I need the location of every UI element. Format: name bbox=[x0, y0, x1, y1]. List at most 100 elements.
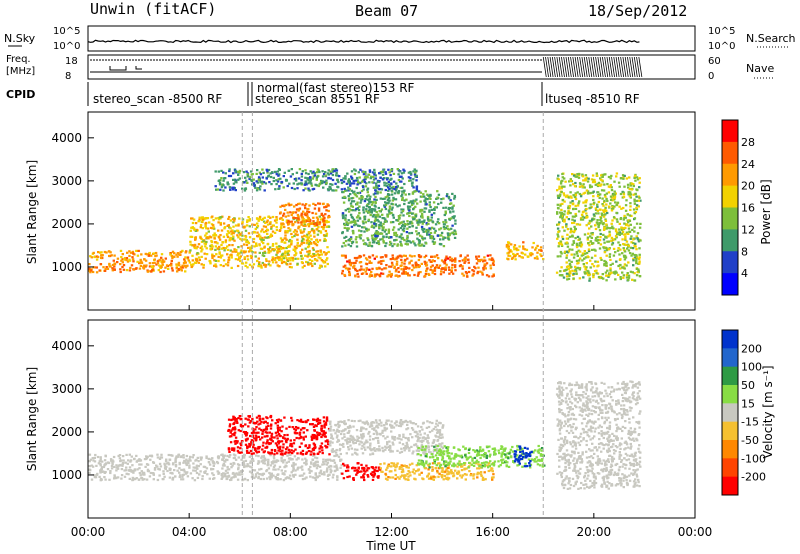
range-gate-cell bbox=[320, 427, 323, 430]
range-gate-cell bbox=[377, 206, 380, 210]
range-gate-cell bbox=[558, 187, 561, 190]
range-gate-cell bbox=[265, 177, 268, 180]
range-gate-cell bbox=[633, 230, 636, 233]
range-gate-cell bbox=[448, 206, 451, 210]
range-gate-cell bbox=[293, 427, 296, 431]
range-gate-cell bbox=[237, 466, 240, 469]
range-gate-cell bbox=[292, 467, 295, 470]
range-gate-cell bbox=[589, 259, 592, 262]
range-gate-cell bbox=[131, 477, 135, 480]
freq-tick-bottom: 8 bbox=[65, 71, 71, 82]
beam-title: Beam 07 bbox=[355, 2, 418, 20]
range-gate-cell bbox=[311, 247, 315, 250]
range-gate-cell bbox=[597, 241, 600, 245]
range-gate-cell bbox=[281, 472, 284, 475]
range-gate-cell bbox=[300, 175, 304, 178]
nave-hatch-line bbox=[624, 56, 629, 78]
range-gate-cell bbox=[276, 478, 280, 481]
range-gate-cell bbox=[386, 177, 390, 180]
range-gate-cell bbox=[415, 186, 418, 189]
range-gate-cell bbox=[322, 416, 326, 419]
range-gate-cell bbox=[605, 203, 608, 206]
range-gate-cell bbox=[467, 258, 470, 261]
range-gate-cell bbox=[577, 210, 581, 213]
range-gate-cell bbox=[406, 227, 409, 230]
range-gate-cell bbox=[323, 181, 326, 184]
range-gate-cell bbox=[338, 449, 341, 452]
range-gate-cell bbox=[284, 178, 288, 181]
range-gate-cell bbox=[603, 183, 606, 186]
range-gate-cell bbox=[379, 191, 382, 194]
range-gate-cell bbox=[513, 248, 516, 251]
range-gate-cell bbox=[233, 250, 237, 253]
range-gate-cell bbox=[288, 451, 292, 454]
range-gate-cell bbox=[171, 454, 174, 457]
range-gate-cell bbox=[403, 169, 406, 172]
range-gate-cell bbox=[323, 463, 326, 466]
range-gate-cell bbox=[122, 264, 126, 267]
range-gate-cell bbox=[627, 224, 630, 227]
range-gate-cell bbox=[233, 434, 236, 437]
range-gate-cell bbox=[198, 258, 201, 261]
range-gate-cell bbox=[228, 226, 231, 229]
range-gate-cell bbox=[393, 258, 397, 261]
range-gate-cell bbox=[442, 223, 446, 226]
range-gate-cell bbox=[599, 232, 602, 236]
range-gate-cell bbox=[326, 461, 330, 464]
range-gate-cell bbox=[167, 463, 171, 466]
range-gate-cell bbox=[262, 171, 265, 174]
range-gate-cell bbox=[578, 257, 582, 260]
range-gate-cell bbox=[416, 237, 419, 240]
power-scatter bbox=[88, 168, 642, 282]
range-gate-cell bbox=[181, 264, 184, 267]
range-gate-cell bbox=[419, 256, 422, 259]
range-gate-cell bbox=[387, 180, 390, 183]
range-gate-cell bbox=[256, 222, 259, 225]
range-gate-cell bbox=[103, 464, 106, 467]
range-gate-cell bbox=[447, 237, 450, 240]
range-gate-cell bbox=[317, 419, 320, 422]
range-gate-cell bbox=[271, 171, 274, 174]
range-gate-cell bbox=[257, 178, 260, 181]
range-gate-cell bbox=[624, 256, 628, 259]
range-gate-cell bbox=[604, 209, 607, 212]
range-gate-cell bbox=[177, 261, 181, 264]
range-gate-cell bbox=[191, 217, 194, 220]
range-gate-cell bbox=[311, 476, 315, 479]
range-gate-cell bbox=[630, 182, 633, 185]
range-gate-cell bbox=[183, 264, 187, 267]
range-gate-cell bbox=[594, 249, 597, 252]
range-gate-cell bbox=[409, 176, 412, 180]
range-gate-cell bbox=[280, 258, 283, 261]
range-gate-cell bbox=[356, 219, 360, 222]
range-gate-cell bbox=[100, 254, 103, 257]
range-gate-cell bbox=[428, 203, 431, 207]
range-gate-cell bbox=[221, 467, 224, 470]
range-gate-cell bbox=[300, 172, 303, 175]
range-gate-cell bbox=[359, 201, 362, 204]
range-gate-cell bbox=[629, 184, 632, 187]
range-gate-cell bbox=[383, 197, 386, 200]
range-gate-cell bbox=[287, 451, 290, 454]
range-gate-cell bbox=[403, 199, 406, 202]
range-gate-cell bbox=[605, 264, 608, 267]
range-gate-cell bbox=[434, 223, 438, 226]
range-gate-cell bbox=[233, 456, 236, 460]
range-gate-cell bbox=[212, 224, 215, 227]
range-gate-cell bbox=[189, 235, 192, 238]
range-gate-cell bbox=[556, 212, 559, 215]
range-gate-cell bbox=[351, 205, 354, 208]
range-gate-cell bbox=[241, 187, 244, 190]
range-gate-cell bbox=[448, 268, 451, 271]
range-gate-cell bbox=[244, 187, 247, 191]
range-gate-cell bbox=[275, 261, 278, 264]
range-gate-cell bbox=[271, 256, 274, 259]
range-gate-cell bbox=[392, 198, 395, 201]
range-gate-cell bbox=[287, 477, 291, 480]
range-gate-cell bbox=[341, 191, 344, 194]
range-gate-cell bbox=[207, 457, 210, 460]
range-gate-cell bbox=[313, 436, 316, 439]
range-gate-cell bbox=[280, 255, 283, 258]
range-gate-cell bbox=[314, 461, 317, 464]
range-gate-cell bbox=[303, 264, 306, 267]
